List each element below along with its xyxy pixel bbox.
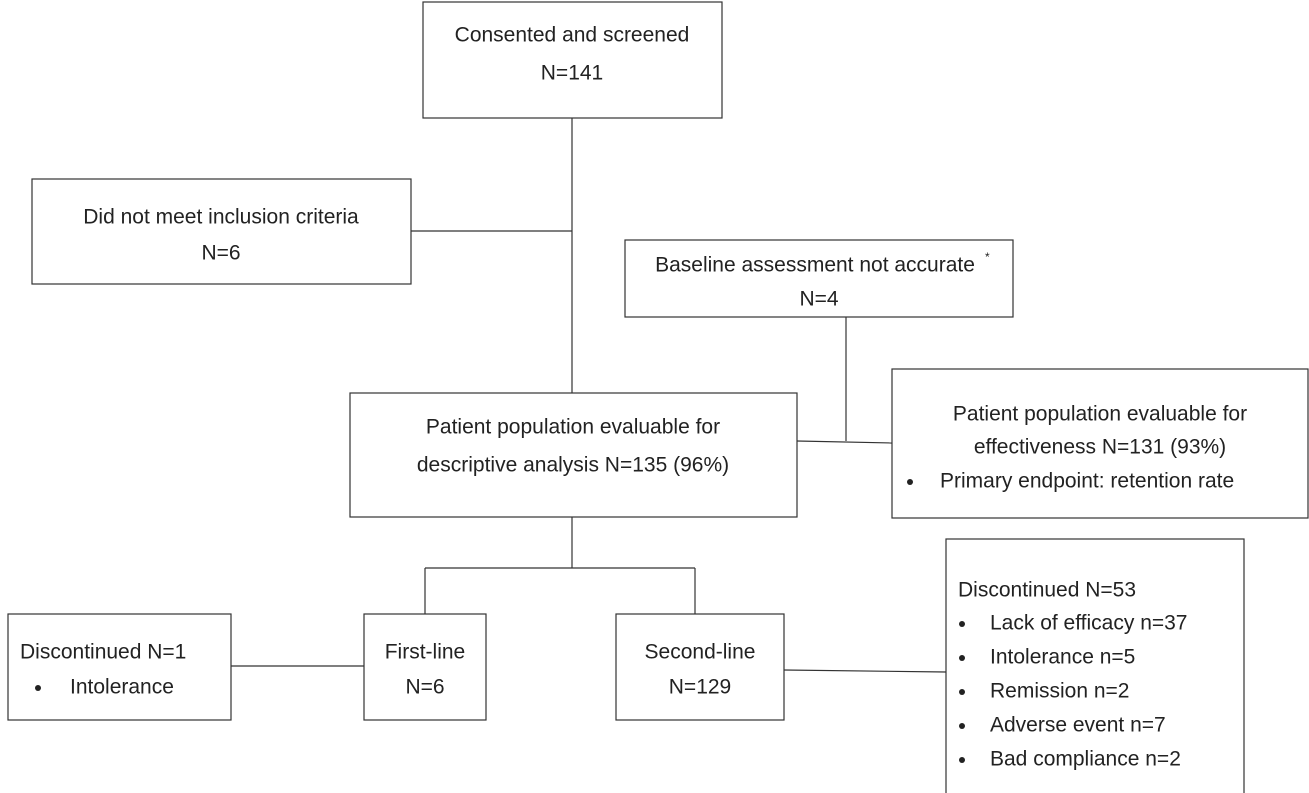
box: [624, 239, 1014, 318]
connector: [796, 440, 893, 444]
node-text: descriptive analysis N=135 (96%): [417, 454, 729, 477]
node-text: Second-line: [645, 641, 756, 664]
box: [31, 178, 412, 285]
node-text: Did not meet inclusion criteria: [83, 206, 359, 229]
node-text: N=6: [201, 242, 240, 265]
bullet: [959, 689, 965, 695]
node-text: Discontinued N=53: [958, 579, 1136, 602]
bullet-text: Lack of efficacy n=37: [990, 612, 1188, 635]
bullet: [959, 757, 965, 763]
box: [363, 613, 487, 721]
bullet: [959, 723, 965, 729]
node-text: Consented and screened: [455, 24, 690, 47]
node-text: Baseline assessment not accurate: [655, 254, 975, 277]
node-text: N=129: [669, 676, 731, 699]
connector: [783, 669, 947, 673]
labels: Consented and screened N=141 Did not mee…: [20, 24, 1247, 771]
boxes: [7, 1, 1309, 793]
bullet-text: Adverse event n=7: [990, 714, 1166, 737]
node-text: effectiveness N=131 (93%): [974, 436, 1226, 459]
node-text: Patient population evaluable for: [426, 416, 720, 439]
box: [891, 368, 1309, 519]
node-text: Patient population evaluable for: [953, 403, 1247, 426]
box: [422, 1, 723, 119]
bullet-text: Bad compliance n=2: [990, 748, 1181, 771]
bullet: [959, 655, 965, 661]
bullet-text: Intolerance n=5: [990, 646, 1135, 669]
bullet-text: Intolerance: [70, 676, 174, 699]
box: [615, 613, 785, 721]
bullet: [35, 685, 41, 691]
bullet-text: Primary endpoint: retention rate: [940, 470, 1234, 493]
node-text: N=6: [405, 676, 444, 699]
superscript: *: [985, 250, 990, 264]
box: [349, 392, 798, 518]
bullet-text: Remission n=2: [990, 680, 1129, 703]
node-text: Discontinued N=1: [20, 641, 186, 664]
node-text: N=4: [799, 288, 838, 311]
bullets: [35, 479, 965, 763]
bullet: [959, 621, 965, 627]
node-text: First-line: [385, 641, 466, 664]
box: [945, 538, 1245, 793]
node-text: N=141: [541, 62, 603, 85]
bullet: [907, 479, 913, 485]
box: [7, 613, 232, 721]
connectors: [231, 118, 947, 673]
